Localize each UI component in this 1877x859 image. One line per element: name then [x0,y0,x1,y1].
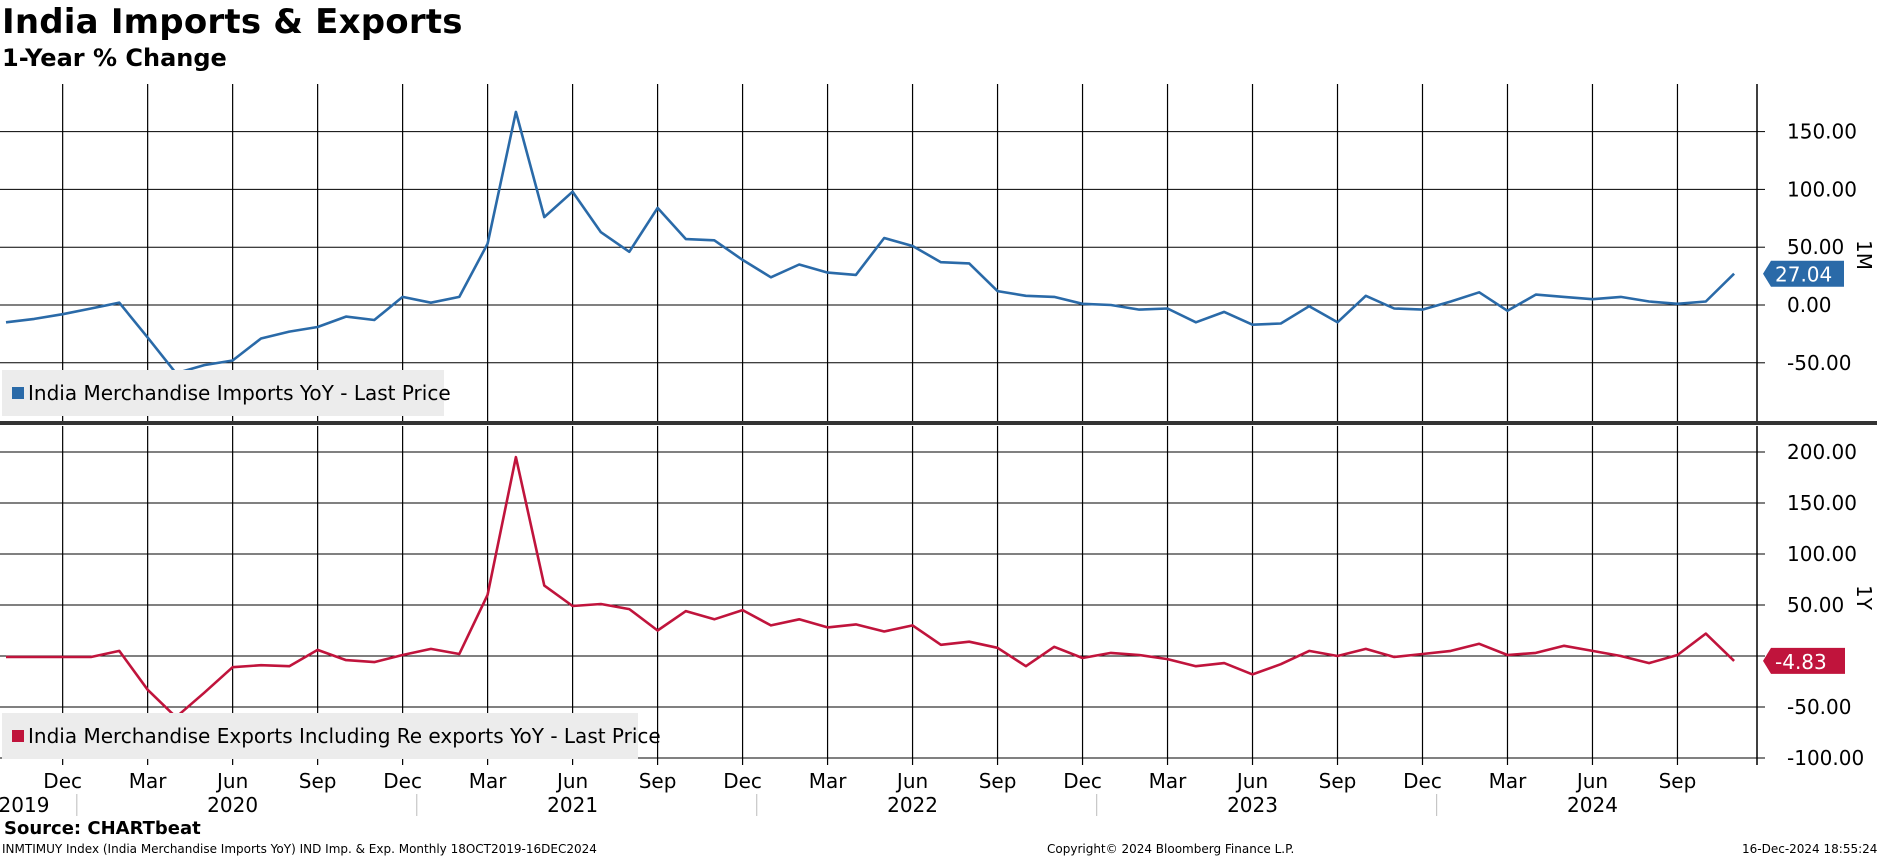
legend-box [2,713,638,759]
footer-timestamp: 16-Dec-2024 18:55:24 [1742,842,1877,856]
y-tick-label: -100.00 [1787,746,1864,770]
chart-title: India Imports & Exports [2,2,463,42]
last-value-tag [1763,647,1845,674]
y-tick-label: 100.00 [1787,177,1857,201]
x-tick-label-month: Dec [383,769,422,793]
y-tick-label: 50.00 [1787,235,1844,259]
x-tick-label-month: Dec [1403,769,1442,793]
y-tick-label: 200.00 [1787,440,1857,464]
last-value-label: -4.83 [1775,650,1827,674]
x-tick-label-year: 2024 [1567,793,1618,817]
x-tick-label-month: Mar [129,769,168,793]
footer-copyright: Copyright© 2024 Bloomberg Finance L.P. [1047,842,1295,856]
legend-swatch [12,730,24,742]
x-tick-label-year: 2020 [207,793,258,817]
x-tick-label-month: Mar [1149,769,1188,793]
y-tick-label: -50.00 [1787,695,1851,719]
chart-subtitle: 1-Year % Change [2,44,227,72]
x-tick-label-month: Dec [43,769,82,793]
exports-series-line [6,455,1736,719]
legend-box [2,370,444,416]
x-tick-label-month: Jun [1235,769,1268,793]
imports-series-line [5,110,1736,375]
x-tick-label-year: 2019 [0,793,49,817]
y-tick-label: 100.00 [1787,542,1857,566]
y-tick-label: 50.00 [1787,593,1844,617]
legend-label: India Merchandise Imports YoY - Last Pri… [28,381,451,405]
x-tick-label-month: Sep [639,769,677,793]
legend-swatch [12,387,24,399]
legend-label: India Merchandise Exports Including Re e… [28,724,661,748]
x-tick-label-year: 2021 [547,793,598,817]
y-tick-label: 150.00 [1787,120,1857,144]
x-tick-label-month: Dec [723,769,762,793]
y-tick-label: 0.00 [1787,293,1832,317]
x-tick-label-month: Sep [1319,769,1357,793]
x-tick-label-month: Jun [895,769,928,793]
x-tick-label-month: Dec [1063,769,1102,793]
x-tick-label-month: Sep [299,769,337,793]
x-tick-label-month: Sep [979,769,1017,793]
x-tick-label-month: Jun [555,769,588,793]
footer-source: Source: CHARTbeat [4,818,201,839]
x-tick-label-month: Jun [1575,769,1608,793]
period-label-top: 1M [1852,240,1876,270]
y-tick-label: 150.00 [1787,491,1857,515]
x-tick-label-month: Mar [469,769,508,793]
last-value-label: 27.04 [1775,263,1832,287]
footer-index-line: INMTIMUY Index (India Merchandise Import… [2,842,597,856]
x-tick-label-year: 2023 [1227,793,1278,817]
x-tick-label-month: Jun [215,769,248,793]
last-value-tag [1763,260,1844,287]
x-tick-label-month: Mar [1489,769,1528,793]
x-tick-label-month: Mar [809,769,848,793]
y-tick-label: -50.00 [1787,351,1851,375]
period-label-bottom: 1Y [1852,585,1876,611]
panel-separator [0,421,1877,425]
x-tick-label-year: 2022 [887,793,938,817]
x-tick-label-month: Sep [1659,769,1697,793]
